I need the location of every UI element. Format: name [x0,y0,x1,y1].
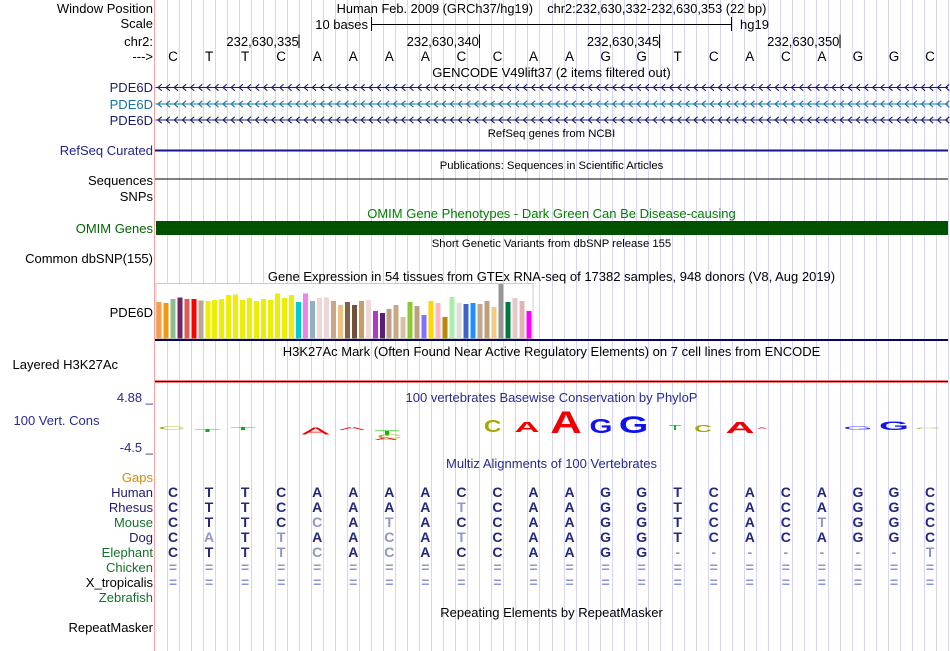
svg-text:A: A [339,426,366,431]
svg-text:A: A [550,406,581,441]
svg-text:T: T [194,428,221,433]
svg-text:G: G [843,426,873,431]
svg-text:T: T [668,424,681,432]
svg-text:A: A [757,427,767,430]
svg-text:A: A [515,419,540,435]
svg-text:A: A [301,426,330,437]
svg-text:A: A [374,437,398,441]
svg-text:C: C [484,417,502,436]
svg-text:C: C [694,422,712,434]
svg-text:C: C [158,426,186,431]
svg-text:T: T [374,429,400,437]
svg-text:G: G [619,411,648,438]
svg-text:G: G [590,415,613,438]
svg-text:T: T [230,426,256,431]
svg-text:A: A [725,419,754,437]
svg-text:G: G [879,420,909,433]
svg-text:C: C [915,427,942,429]
svg-text:C: C [377,434,403,440]
